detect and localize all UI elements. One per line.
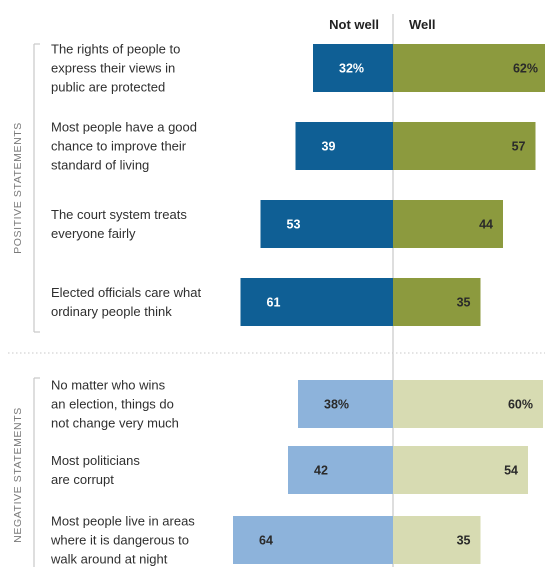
statement-label: not change very much bbox=[51, 416, 179, 431]
statement-label: public are protected bbox=[51, 80, 165, 95]
data-label-well: 60% bbox=[508, 398, 533, 412]
bar-not-well bbox=[240, 278, 393, 326]
data-label-not-well: 38% bbox=[324, 398, 349, 412]
data-label-well: 44 bbox=[479, 218, 493, 232]
statement-label: Most people have a good bbox=[51, 120, 197, 135]
statement-label: Most politicians bbox=[51, 453, 140, 468]
statement-label: The court system treats bbox=[51, 207, 187, 222]
data-label-well: 57 bbox=[512, 140, 526, 154]
statement-label: an election, things do bbox=[51, 397, 174, 412]
column-header-not-well: Not well bbox=[329, 17, 379, 32]
data-label-not-well: 42 bbox=[314, 464, 328, 478]
statement-label: No matter who wins bbox=[51, 378, 166, 393]
data-label-well: 54 bbox=[504, 464, 518, 478]
bar-not-well bbox=[295, 122, 393, 170]
data-label-not-well: 61 bbox=[267, 296, 281, 310]
statement-label: express their views in bbox=[51, 61, 175, 76]
statement-label: ordinary people think bbox=[51, 304, 172, 319]
bar-well bbox=[393, 380, 543, 428]
bar-well bbox=[393, 200, 503, 248]
data-label-not-well: 32% bbox=[339, 62, 364, 76]
bar-well bbox=[393, 516, 481, 564]
data-label-not-well: 53 bbox=[287, 218, 301, 232]
statement-label: The rights of people to bbox=[51, 42, 180, 57]
data-label-well: 35 bbox=[457, 534, 471, 548]
column-header-well: Well bbox=[409, 17, 436, 32]
bar-not-well bbox=[260, 200, 393, 248]
statement-label: Most people live in areas bbox=[51, 514, 195, 529]
statement-label: walk around at night bbox=[50, 552, 168, 567]
statement-label: standard of living bbox=[51, 158, 149, 173]
data-label-not-well: 39 bbox=[322, 140, 336, 154]
bar-not-well bbox=[313, 44, 393, 92]
statement-label: chance to improve their bbox=[51, 139, 187, 154]
data-label-not-well: 64 bbox=[259, 534, 273, 548]
group-label: NEGATIVE STATEMENTS bbox=[12, 407, 24, 543]
bar-well bbox=[393, 44, 545, 92]
bar-well bbox=[393, 278, 481, 326]
bar-well bbox=[393, 446, 528, 494]
bar-well bbox=[393, 122, 536, 170]
statement-label: everyone fairly bbox=[51, 226, 136, 241]
bar-not-well bbox=[288, 446, 393, 494]
statement-label: where it is dangerous to bbox=[50, 533, 189, 548]
bar-not-well bbox=[298, 380, 393, 428]
data-label-well: 35 bbox=[457, 296, 471, 310]
group-label: POSITIVE STATEMENTS bbox=[12, 122, 24, 254]
statement-label: Elected officials care what bbox=[51, 285, 201, 300]
statement-label: are corrupt bbox=[51, 472, 114, 487]
bar-not-well bbox=[233, 516, 393, 564]
data-label-well: 62% bbox=[513, 62, 538, 76]
